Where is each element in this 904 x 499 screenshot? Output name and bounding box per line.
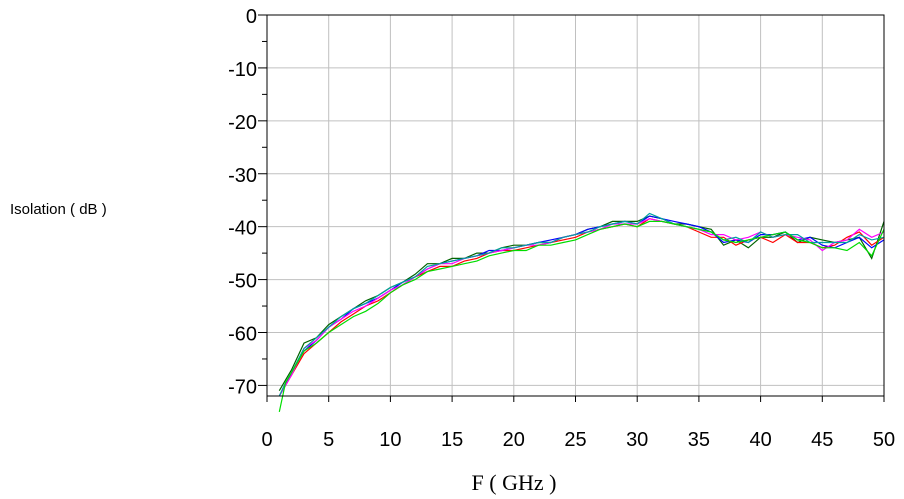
x-tick-label: 5 [323,429,334,451]
y-tick-label: -10 [228,59,257,81]
series-line-5 [278,212,885,397]
series-line-2 [278,218,885,397]
x-tick-label: 15 [441,429,463,451]
y-tick-label: -30 [228,165,257,187]
y-tick-label: 0 [246,6,257,28]
series-line-3 [278,215,885,397]
series-lines [278,212,885,413]
x-tick-label: 30 [626,429,648,451]
x-tick-label: 10 [379,429,401,451]
x-tick-label: 20 [503,429,525,451]
series-line-6 [278,220,885,413]
y-tick-label: -50 [228,271,257,293]
x-tick-label: 25 [564,429,586,451]
axis-ticks [258,14,885,402]
x-tick-label: 0 [261,429,272,451]
y-tick-labels: 0 -10 -20 -30 -40 -50 -60 -70 [228,6,257,398]
y-tick-label: -20 [228,112,257,134]
x-tick-label: 45 [811,429,833,451]
y-tick-label: -60 [228,324,257,346]
x-tick-label: 40 [749,429,771,451]
x-axis-label: F ( GHz ) [472,470,557,495]
series-line-4 [278,218,885,397]
x-tick-label: 50 [873,429,895,451]
y-tick-label: -40 [228,218,257,240]
grid [267,15,884,396]
x-tick-labels: 0 5 10 15 20 25 30 35 40 45 50 [261,429,895,451]
y-axis-label: Isolation ( dB ) [10,201,107,218]
y-tick-label: -70 [228,376,257,398]
x-tick-label: 35 [688,429,710,451]
